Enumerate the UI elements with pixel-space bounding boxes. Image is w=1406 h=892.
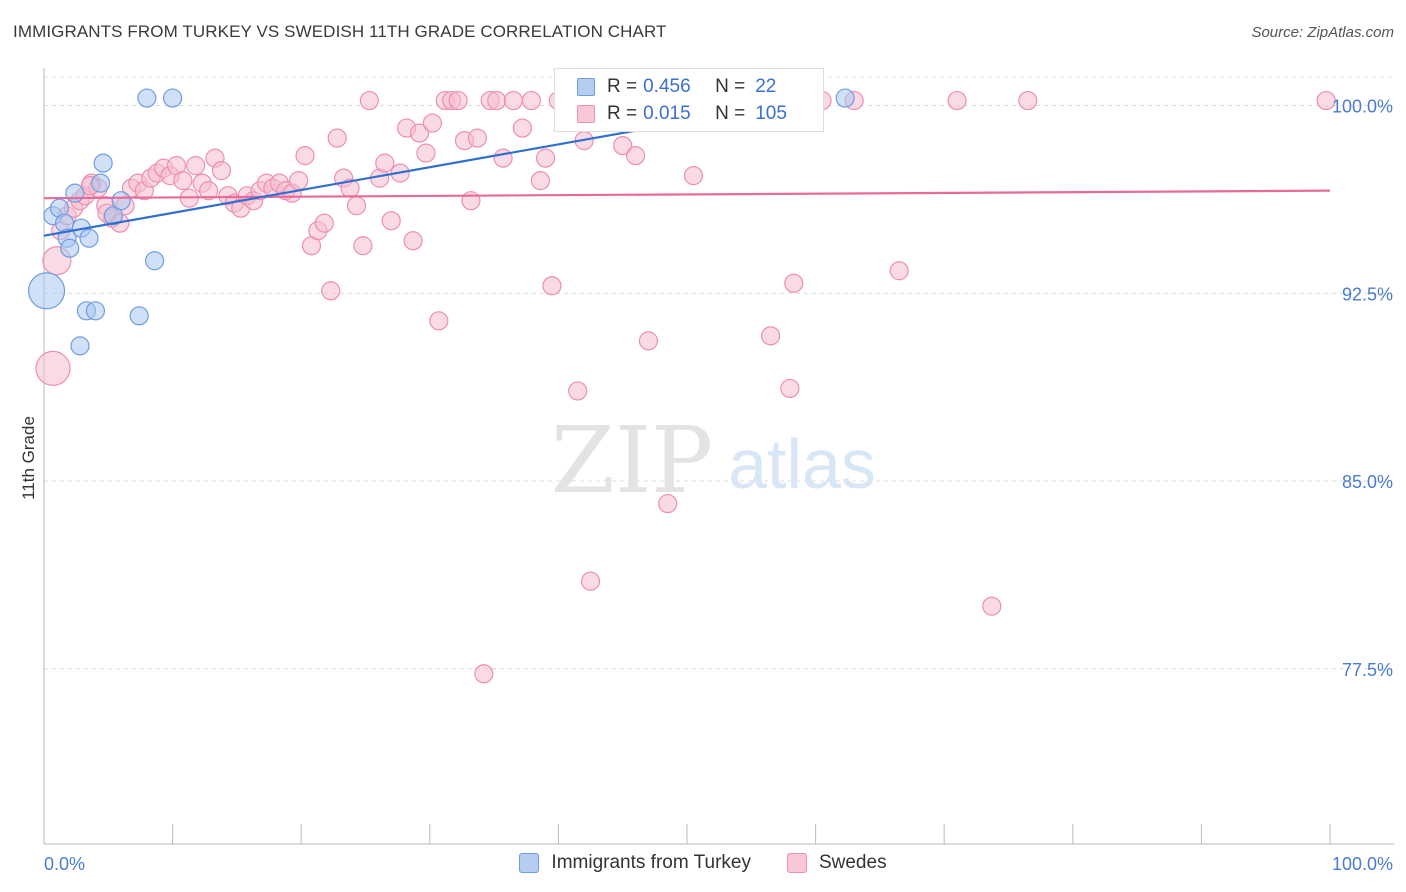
swedes-point [780, 378, 800, 399]
legend-r-value: 0.456 [643, 76, 691, 97]
chart-title: IMMIGRANTS FROM TURKEY VS SWEDISH 11TH G… [13, 22, 667, 41]
swedes-point [422, 113, 442, 133]
turkey-point [163, 88, 183, 108]
swedes-point [429, 311, 449, 331]
swedes-point [947, 90, 967, 111]
swedes-point [375, 153, 395, 173]
swedes-point [487, 90, 507, 111]
swedes-point [359, 90, 379, 111]
turkey-point [85, 301, 106, 321]
y-tick-label: 92.5% [1342, 284, 1393, 304]
swedes-point [35, 350, 71, 386]
axes [43, 68, 1394, 845]
turkey-point [90, 173, 111, 193]
legend-swatch-turkey [577, 78, 595, 96]
swedes-point [327, 128, 347, 148]
watermark-zip: ZIP [551, 407, 713, 514]
swedes-point [1018, 90, 1038, 111]
swedes-point [381, 211, 401, 231]
watermark-atlas: atlas [728, 425, 876, 503]
legend-r-label: R = [607, 76, 638, 97]
y-tick-label: 85.0% [1342, 472, 1393, 492]
swedes-point [493, 148, 513, 168]
swedes-point [314, 213, 334, 233]
swedes-point [889, 261, 909, 281]
legend-item-turkey[interactable]: Immigrants from Turkey [519, 852, 751, 874]
turkey-point [144, 251, 165, 271]
turkey-point [103, 206, 124, 226]
swedes-point [613, 136, 633, 156]
legend-row-turkey: R = 0.456 N = 22 [577, 74, 817, 100]
swedes-point [321, 281, 341, 301]
turkey-point [111, 191, 131, 211]
swedes-point [346, 196, 367, 216]
gridlines [44, 76, 1394, 670]
swedes-points [35, 90, 1336, 684]
y-axis-label: 11th Grade [19, 416, 38, 500]
swedes-point [409, 123, 430, 143]
swedes-point [295, 146, 315, 166]
turkey-point [65, 183, 85, 203]
source-credit: Source: ZipAtlas.com [1251, 24, 1394, 41]
turkey-point [93, 153, 113, 173]
turkey-point [835, 88, 855, 108]
y-tick-label: 100.0% [1332, 97, 1393, 117]
swedes-point [353, 236, 373, 256]
swedes-point [658, 493, 678, 514]
legend-swatch-swedes [786, 853, 807, 873]
swedes-point [535, 148, 556, 168]
legend-swatch-swedes [577, 105, 595, 123]
legend-item-swedes[interactable]: Swedes [786, 852, 887, 874]
swedes-point [186, 156, 206, 176]
swedes-point [521, 90, 541, 111]
swedes-point [199, 181, 219, 201]
turkey-point [79, 228, 99, 248]
turkey-point [137, 88, 157, 108]
swedes-point [211, 161, 232, 181]
turkey-point [129, 306, 149, 326]
legend-label-swedes: Swedes [818, 852, 887, 873]
legend-n-value: 105 [755, 103, 787, 124]
legend-r-value: 0.015 [643, 103, 691, 124]
swedes-point [448, 90, 468, 111]
legend-r-label: R = [607, 103, 638, 124]
swedes-point [580, 571, 601, 591]
swedes-point [173, 171, 193, 191]
swedes-point [467, 128, 487, 148]
swedes-point [461, 191, 481, 211]
turkey-point [60, 238, 80, 258]
swedes-point [416, 143, 436, 163]
swedes-point [530, 171, 550, 191]
legend-label-turkey: Immigrants from Turkey [551, 852, 751, 873]
x-tick-label-min: 0.0% [44, 854, 85, 874]
swedes-point [503, 90, 523, 111]
swedes-point [760, 326, 781, 346]
x-tick-label-max: 100.0% [1332, 854, 1393, 874]
swedes-point [638, 331, 659, 351]
legend-n-value: 22 [755, 76, 777, 97]
legend-n-label: N = [715, 103, 746, 124]
swedes-point [625, 146, 646, 166]
swedes-point [568, 381, 588, 401]
turkey-points [27, 88, 855, 356]
y-tick-label: 77.5% [1342, 660, 1393, 680]
swedes-point [982, 596, 1002, 616]
tick-labels: 77.5% 85.0% 92.5% 100.0% 0.0% 100.0% [44, 97, 1393, 874]
swedes-point [512, 118, 532, 138]
swedes-point [474, 664, 494, 684]
turkey-point [70, 336, 90, 356]
swedes-point [542, 276, 562, 296]
series-legend: Immigrants from Turkey Swedes [0, 852, 1406, 874]
legend-row-swedes: R = 0.015 N = 105 [577, 101, 817, 127]
legend-n-label: N = [715, 76, 746, 97]
swedes-point [683, 166, 704, 186]
stats-legend: R = 0.456 N = 22 R = 0.015 N = 105 [554, 68, 824, 132]
swedes-point [289, 171, 309, 191]
turkey-point [27, 272, 66, 310]
swedes-point [784, 273, 804, 293]
swedes-point [403, 231, 423, 251]
legend-swatch-turkey [519, 853, 540, 873]
swedes-point [1316, 90, 1336, 111]
